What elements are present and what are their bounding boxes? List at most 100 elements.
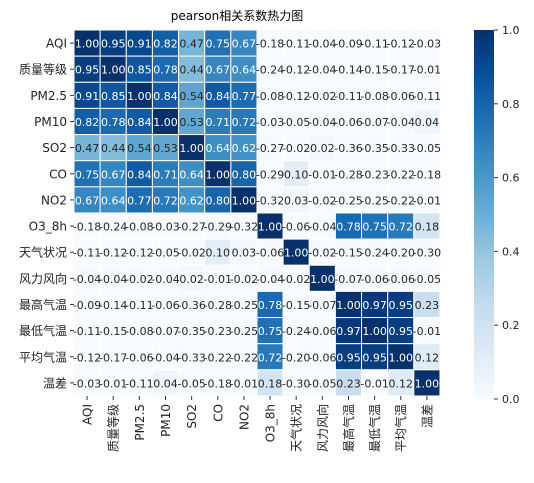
- cell-value-label: -0.25: [230, 325, 258, 338]
- cell-value-label: -0.12: [125, 247, 153, 260]
- cell-value-label: 0.67: [206, 64, 231, 77]
- cell-value-label: 0.97: [336, 325, 361, 338]
- cell-value-label: 0.53: [179, 116, 204, 129]
- cell-value-label: 0.91: [75, 90, 100, 103]
- cell-value-label: 0.18: [415, 221, 440, 234]
- heatmap-cell: [151, 160, 180, 188]
- heatmap-cell: [178, 55, 206, 83]
- cell-value-label: -0.04: [308, 221, 336, 234]
- cell-value-label: 0.53: [153, 142, 178, 155]
- cell-value-label: 0.95: [389, 299, 414, 312]
- colorbar: 0.0 0.2 0.4 0.6 0.8 1.0: [474, 24, 520, 406]
- heatmap-cell: [413, 369, 441, 397]
- cell-value-label: -0.25: [334, 194, 362, 207]
- cell-value-label: 0.10: [284, 168, 309, 181]
- cell-value-label: 0.95: [362, 351, 387, 364]
- heatmap-cell: [413, 160, 441, 188]
- cell-value-label: -0.07: [308, 299, 336, 312]
- cell-value-label: -0.24: [360, 247, 388, 260]
- y-axis: AQI 质量等级 PM2.5 PM10 SO2 CO NO2 O3_8h 天气状况风力风向最高气…: [19, 37, 74, 390]
- heatmap-cell: [256, 81, 284, 109]
- cell-value-label: 0.85: [101, 90, 126, 103]
- cell-value-label: 0.97: [362, 299, 387, 312]
- heatmap-cell: [387, 134, 415, 162]
- cell-value-label: 0.75: [206, 38, 231, 51]
- cell-value-label: -0.11: [360, 38, 388, 51]
- cell-value-label: -0.02: [125, 273, 153, 286]
- heatmap-cell: [230, 317, 258, 345]
- heatmap-cell: [256, 160, 284, 188]
- y-tick-label: 最低气温: [19, 323, 67, 338]
- heatmap-cell: [361, 134, 389, 162]
- cell-value-label: 0.23: [415, 299, 440, 312]
- heatmap-cell: [308, 134, 336, 162]
- cell-value-label: -0.22: [230, 351, 258, 364]
- cell-value-label: 0.64: [101, 194, 126, 207]
- cell-value-label: -0.03: [413, 38, 441, 51]
- cell-value-label: -0.01: [99, 377, 127, 390]
- heatmap-cell: [413, 81, 441, 109]
- cell-value-label: -0.09: [334, 38, 362, 51]
- chart-title: pearson相关系数热力图: [171, 8, 304, 23]
- heatmap-cell: [204, 107, 232, 136]
- heatmap-cell: [256, 290, 284, 319]
- cell-value-label: -0.12: [282, 90, 310, 103]
- cell-value-label: -0.02: [308, 90, 336, 103]
- cell-value-label: 0.84: [153, 90, 178, 103]
- y-tick-label: AQI: [46, 37, 67, 51]
- cell-value-label: 0.72: [232, 116, 257, 129]
- cell-value-label: 0.72: [389, 221, 414, 234]
- colorbar-tick-label: 0.2: [502, 319, 520, 332]
- heatmap-cell: [99, 160, 127, 188]
- cell-value-label: 0.91: [127, 38, 152, 51]
- heatmap-cell: [334, 107, 363, 136]
- cell-value-label: 0.67: [232, 38, 257, 51]
- cell-value-label: 0.95: [336, 351, 361, 364]
- cell-value-label: -0.04: [256, 273, 284, 286]
- heatmap-cell: [99, 264, 127, 292]
- cell-value-label: -0.27: [177, 221, 205, 234]
- cell-value-label: 1.00: [336, 299, 361, 312]
- heatmap-cell: [73, 186, 101, 214]
- heatmap-cell: [282, 238, 310, 266]
- heatmap-cell: [256, 107, 284, 136]
- cell-value-label: 0.62: [179, 194, 204, 207]
- cell-value-label: -0.22: [387, 194, 415, 207]
- cell-value-label: -0.04: [151, 273, 179, 286]
- x-tick-label: PM10: [159, 404, 173, 437]
- cell-value-label: 0.75: [258, 325, 283, 338]
- cell-value-label: 0.03: [232, 247, 257, 260]
- colorbar-tick-label: 0.6: [502, 172, 520, 185]
- y-tick-label: 最高气温: [19, 297, 67, 312]
- heatmap-cell: [73, 317, 101, 345]
- cell-value-label: 0.67: [75, 194, 100, 207]
- cell-value-label: 1.00: [206, 168, 231, 181]
- heatmap-cell: [282, 81, 310, 109]
- heatmap-cell: [361, 29, 389, 57]
- heatmap-cell: [334, 343, 363, 371]
- heatmap-cell: [361, 212, 389, 240]
- cell-value-label: -0.12: [282, 64, 310, 77]
- heatmap-cell-labels: 1.00 0.95 0.91 0.82 0.47 0.75 0.67 -0.18-0.11-0…: [73, 38, 441, 391]
- cell-value-label: 0.67: [101, 168, 126, 181]
- cell-value-label: 0.62: [232, 142, 257, 155]
- colorbar-tick-label: 1.0: [502, 24, 520, 37]
- colorbar-gradient: [474, 30, 494, 399]
- cell-value-label: 0.82: [153, 38, 178, 51]
- cell-value-label: -0.02: [230, 273, 258, 286]
- cell-value-label: -0.20: [387, 247, 415, 260]
- heatmap-cell: [178, 290, 206, 319]
- cell-value-label: 1.00: [389, 351, 414, 364]
- cell-value-label: 0.78: [336, 221, 361, 234]
- cell-value-label: -0.04: [151, 351, 179, 364]
- cell-value-label: 0.03: [284, 194, 309, 207]
- heatmap-cell: [361, 317, 389, 345]
- heatmap-cell: [334, 134, 363, 162]
- heatmap-cell: [282, 369, 310, 397]
- cell-value-label: 1.00: [362, 325, 387, 338]
- cell-value-label: 0.18: [258, 377, 283, 390]
- x-tick-label: CO: [211, 404, 225, 422]
- cell-value-label: 0.95: [101, 38, 126, 51]
- cell-value-label: 0.44: [101, 142, 126, 155]
- heatmap-cell: [73, 81, 101, 109]
